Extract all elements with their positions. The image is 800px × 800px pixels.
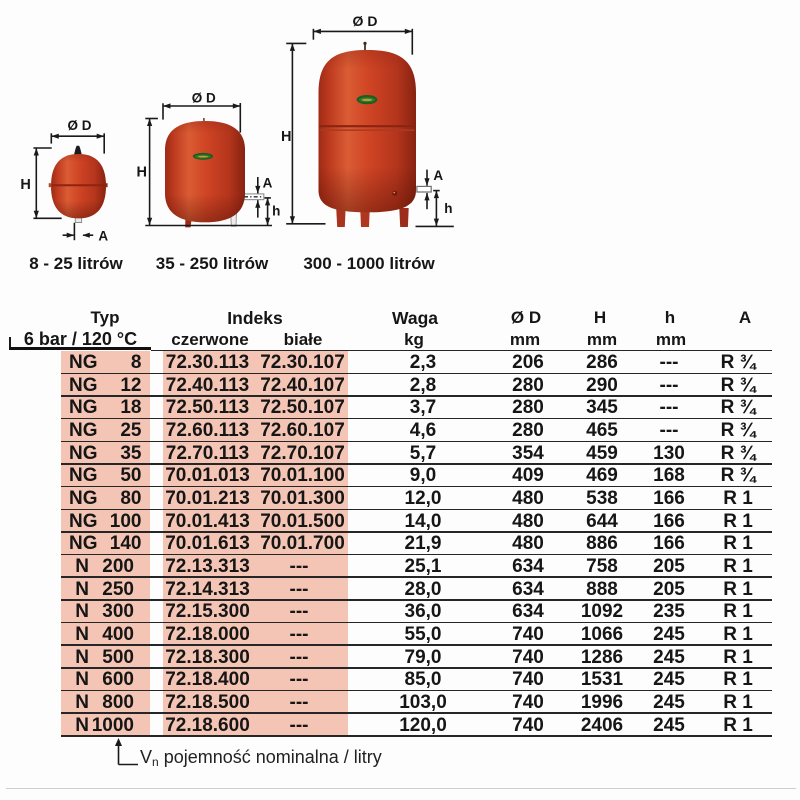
svg-text:h: h (444, 201, 452, 216)
svg-text:Ø D: Ø D (353, 13, 378, 29)
svg-text:H: H (281, 129, 291, 145)
svg-text:H: H (137, 165, 147, 181)
svg-text:H: H (20, 177, 30, 193)
svg-text:300 - 1000 litrów: 300 - 1000 litrów (303, 254, 435, 273)
svg-text:35 - 250 litrów: 35 - 250 litrów (156, 254, 269, 273)
svg-text:A: A (98, 229, 108, 244)
svg-text:h: h (272, 203, 280, 218)
svg-text:A: A (263, 176, 273, 191)
svg-text:Ø D: Ø D (67, 118, 91, 133)
svg-text:Ø D: Ø D (192, 91, 216, 106)
svg-text:8 - 25 litrów: 8 - 25 litrów (29, 254, 123, 273)
svg-text:A: A (433, 168, 443, 183)
